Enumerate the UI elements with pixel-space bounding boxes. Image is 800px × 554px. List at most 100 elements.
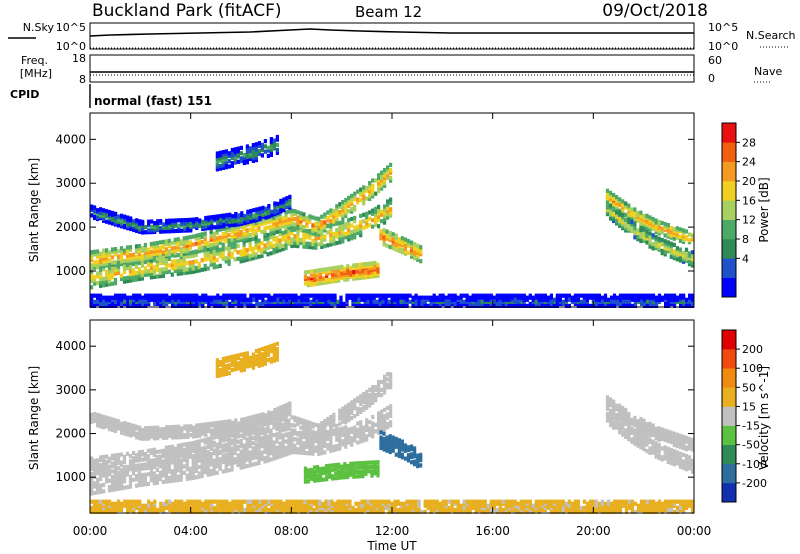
cell xyxy=(129,295,133,300)
cell xyxy=(257,143,261,148)
cell xyxy=(257,227,261,232)
cell xyxy=(679,303,683,308)
cell xyxy=(675,450,679,455)
cell xyxy=(152,241,156,246)
cell xyxy=(682,299,686,304)
cell xyxy=(663,233,667,238)
cell xyxy=(254,448,258,453)
power-scale-label: Power [dB] xyxy=(757,177,771,242)
cell xyxy=(365,395,369,400)
cell xyxy=(317,428,321,433)
cell xyxy=(269,444,273,449)
cell xyxy=(227,434,231,439)
cell xyxy=(93,265,97,270)
cell xyxy=(233,160,237,165)
cell xyxy=(249,208,253,214)
cell xyxy=(340,275,344,280)
cell xyxy=(200,446,204,451)
cell xyxy=(308,428,312,433)
cell xyxy=(666,249,670,254)
cell xyxy=(287,228,291,233)
cell xyxy=(669,430,673,435)
cell xyxy=(165,225,169,230)
cell xyxy=(386,209,390,214)
cell xyxy=(161,273,165,278)
cell xyxy=(390,293,394,298)
cell xyxy=(331,266,335,271)
cell xyxy=(317,219,321,224)
cell xyxy=(255,417,259,422)
cell xyxy=(343,273,347,278)
cell xyxy=(403,251,408,256)
cell xyxy=(678,460,682,465)
cell xyxy=(225,213,229,218)
cell xyxy=(293,240,297,245)
cell xyxy=(107,456,112,461)
colorbar-tick-label: 24 xyxy=(742,156,756,169)
cell xyxy=(257,245,261,250)
cell xyxy=(138,425,142,430)
cell xyxy=(316,281,320,286)
cell xyxy=(605,209,610,214)
cell xyxy=(287,235,291,240)
cell xyxy=(263,459,267,464)
cell xyxy=(678,256,682,261)
cell xyxy=(331,268,335,273)
cell xyxy=(296,226,300,231)
cell xyxy=(353,414,357,419)
cell xyxy=(111,417,115,422)
cell xyxy=(240,211,244,216)
cell xyxy=(245,160,249,165)
cell xyxy=(306,283,311,288)
cell xyxy=(170,460,174,465)
cell xyxy=(377,387,381,392)
cell xyxy=(386,412,390,417)
cell xyxy=(218,436,222,441)
cell xyxy=(113,477,118,482)
cell xyxy=(90,459,94,464)
cell xyxy=(213,214,217,219)
cell xyxy=(188,254,192,259)
cell xyxy=(382,235,386,240)
cell xyxy=(293,450,297,455)
cell xyxy=(281,453,285,458)
cell xyxy=(125,467,130,472)
cell xyxy=(254,252,258,257)
cell xyxy=(332,415,336,420)
cell xyxy=(364,275,368,280)
cell xyxy=(303,293,307,298)
cell xyxy=(636,432,640,437)
cell xyxy=(651,423,655,428)
cell xyxy=(685,297,689,302)
cell xyxy=(132,423,136,428)
cell xyxy=(516,293,520,298)
cell xyxy=(645,299,650,304)
cell xyxy=(143,242,147,248)
cell xyxy=(483,293,487,298)
cell xyxy=(311,432,315,437)
cell xyxy=(329,232,333,237)
cell xyxy=(397,237,401,242)
cell xyxy=(230,234,234,240)
feature-blob-09-11 xyxy=(303,460,380,484)
cell xyxy=(131,271,136,276)
cell xyxy=(672,242,676,247)
power-data xyxy=(90,134,695,308)
cell xyxy=(182,264,186,269)
cell xyxy=(612,414,616,419)
cell xyxy=(284,215,288,220)
cell xyxy=(251,158,255,163)
cell xyxy=(251,256,255,261)
cell xyxy=(257,460,261,466)
cell xyxy=(182,267,186,272)
cell xyxy=(230,161,234,166)
cell xyxy=(228,301,232,306)
cell xyxy=(206,466,210,471)
cell xyxy=(218,444,222,449)
cell xyxy=(609,414,613,419)
cell xyxy=(316,270,320,275)
cell xyxy=(200,473,204,479)
cell xyxy=(605,194,610,199)
cell xyxy=(251,232,255,237)
cell xyxy=(382,237,386,242)
